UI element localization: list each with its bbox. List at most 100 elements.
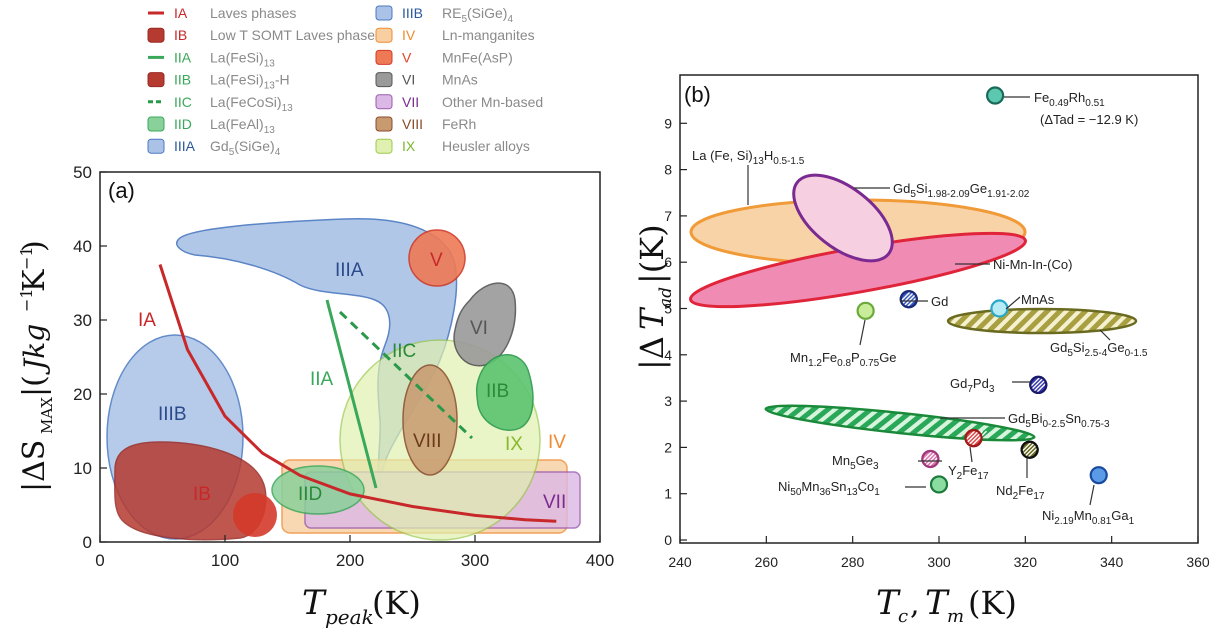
legend-swatch [375, 94, 393, 110]
y-tick-label-a: 40 [73, 237, 92, 256]
x-tick-label-b: 320 [1014, 554, 1038, 570]
leader-lines [747, 96, 1111, 506]
x-tick-label-b: 360 [1186, 554, 1210, 570]
line-IIA [325, 299, 378, 489]
svg-text:Y2Fe17: Y2Fe17 [948, 463, 989, 482]
line-IA [158, 264, 557, 523]
x-tick-label-a: 200 [336, 551, 364, 570]
svg-text:T: T [633, 306, 671, 330]
legend-swatch [147, 116, 165, 132]
y-tick-label-b: 1 [664, 486, 672, 502]
ferh-note: (ΔTad = −12.9 K) [1040, 112, 1138, 127]
legend-code: VI [402, 72, 415, 88]
y-tick-label-b: 8 [664, 162, 672, 178]
svg-text:La (Fe, Si)13H0.5-1.5: La (Fe, Si)13H0.5-1.5 [692, 148, 805, 167]
legend-code: VIII [402, 116, 423, 132]
svg-text:(K): (K) [968, 584, 1017, 622]
legend-item-iiib: IIIB RE5(SiGe)4 [375, 5, 513, 25]
legend-code: IIIB [402, 5, 423, 21]
legend-swatch [375, 138, 393, 154]
legend-item-ib: IB Low T SOMT Laves phases [147, 27, 382, 43]
y-tick-label-b: 2 [664, 439, 672, 455]
legend-swatch [147, 27, 165, 43]
svg-text:Jkg: Jkg [18, 324, 51, 375]
point-mnas [990, 299, 1009, 318]
legend-item-iic: IIC La(FeCoSi)13 [148, 94, 293, 114]
point-gd7pd3 [1024, 375, 1052, 394]
legend-item-iia: IIA La(FeSi)13 [148, 49, 275, 69]
ellipse-gdsi [946, 307, 1138, 335]
x-axis-title-b: T c , T m (K) [876, 583, 1017, 627]
region-label-vi: VI [470, 318, 488, 339]
legend-item-v: V MnFe(AsP) [375, 49, 513, 65]
svg-text:−1: −1 [17, 246, 36, 270]
legend-label: La(FeSi)13-H [210, 72, 290, 92]
region-label-ix: IX [505, 434, 523, 455]
point-mn1-2fe0-8p0-75ge [856, 301, 875, 320]
panel-label-a: (a) [108, 178, 135, 203]
legend-label: Ln-manganites [442, 27, 535, 43]
nimnin-label: Ni-Mn-In-(Co) [993, 257, 1072, 272]
svg-text:ad: ad [656, 287, 676, 308]
legend-item-iid: IID La(FeAl)13 [147, 116, 275, 136]
svg-text:Mn5Ge3: Mn5Ge3 [832, 453, 879, 472]
legend-swatch [375, 27, 393, 43]
legend-item-iv: IV Ln-manganites [375, 27, 535, 43]
region-label-iiib: IIIB [158, 404, 187, 425]
y-tick-label-b: 9 [664, 115, 672, 131]
svg-text:K: K [17, 269, 52, 292]
x-tick-label-a: 300 [461, 551, 489, 570]
legend-label: Other Mn-based [442, 94, 543, 110]
y-tick-label-b: 0 [664, 532, 672, 548]
x-tick-label-b: 280 [841, 554, 865, 570]
svg-text:Gd: Gd [931, 294, 948, 309]
region-label-iv: IV [548, 432, 566, 453]
svg-text:−1: −1 [17, 288, 36, 312]
region-IB-tail [233, 493, 277, 537]
svg-text:T: T [302, 583, 327, 623]
x-tick-label-b: 300 [927, 554, 951, 570]
point-y2fe17 [960, 429, 987, 448]
svg-text:): ) [17, 240, 52, 252]
legend-label: La(FeCoSi)13 [210, 94, 293, 114]
panel-b: 240 260 280 300 320 340 360 0 1 2 3 4 5 6 7 8 9 (b) [633, 74, 1210, 627]
svg-text:(K): (K) [372, 584, 421, 622]
legend-label: Laves phases [210, 5, 296, 21]
region-label-viii: VIII [413, 431, 442, 452]
region-label-ib: IB [193, 484, 211, 505]
y-tick-label-a: 20 [73, 385, 92, 404]
region-label-iic: IIC [392, 341, 416, 362]
legend-label: La(FeAl)13 [210, 116, 275, 136]
x-tick-label-b: 260 [755, 554, 779, 570]
point-nd2fe17 [1016, 440, 1044, 459]
svg-text:Fe0.49Rh0.51: Fe0.49Rh0.51 [1034, 90, 1105, 109]
x-tick-label-a: 100 [211, 551, 239, 570]
legend-code: V [402, 49, 412, 65]
y-tick-label-b: 3 [664, 393, 672, 409]
svg-text:MAX: MAX [38, 397, 56, 434]
region-label-iid: IID [298, 484, 322, 505]
svg-text:peak: peak [325, 605, 374, 629]
point-gd [895, 290, 923, 309]
regions-a [106, 218, 581, 541]
svg-text:MnAs: MnAs [1021, 292, 1055, 307]
legend-item-vii: VII Other Mn-based [375, 94, 543, 110]
svg-text:m: m [947, 606, 964, 627]
region-label-ia: IA [138, 310, 156, 331]
svg-text:|(K): |(K) [633, 224, 671, 284]
y-tick-label-a: 10 [73, 459, 92, 478]
svg-text:T: T [925, 583, 950, 623]
legend-swatch [375, 49, 393, 65]
region-label-iib: IIB [486, 381, 509, 402]
ellipse-gdbi [764, 404, 1036, 442]
y-tick-label-a: 0 [83, 533, 92, 552]
svg-text:Gd5Si1.98-2.09Ge1.91-2.02: Gd5Si1.98-2.09Ge1.91-2.02 [893, 181, 1030, 200]
y-axis-title-a: |ΔS MAX |( Jkg −1 K −1 ) [17, 240, 56, 492]
legend-code: IB [174, 27, 187, 43]
region-label-v: V [430, 250, 443, 271]
svg-text:Gd5Bi0-2.5Sn0.75-3: Gd5Bi0-2.5Sn0.75-3 [1008, 411, 1110, 430]
legend-code: IV [402, 27, 416, 43]
legend-item-ia: IA Laves phases [148, 5, 296, 21]
